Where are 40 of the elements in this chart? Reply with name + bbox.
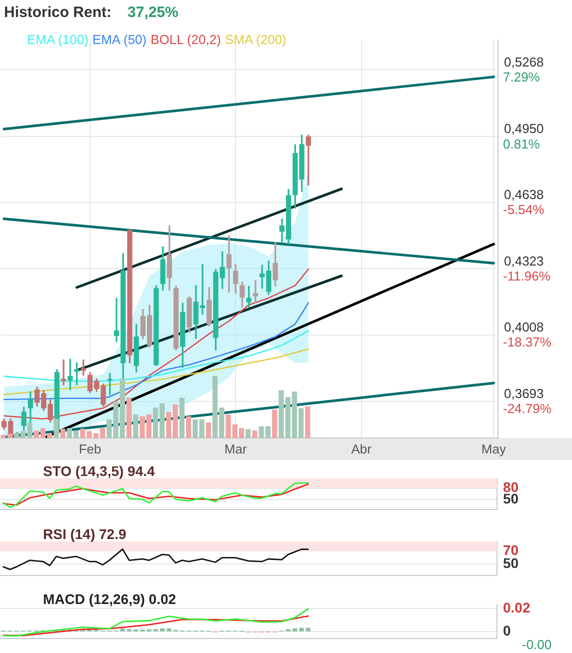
y2-tick-label: -11.96% xyxy=(503,268,551,284)
y-tick-label: 0.02 xyxy=(503,599,530,616)
text: SMA (200) xyxy=(224,32,286,47)
chart-title: Historico Rent: xyxy=(4,4,112,21)
text: EMA (50) xyxy=(92,32,147,47)
chart-subtitle: 37,25% xyxy=(128,4,178,21)
bar xyxy=(179,398,185,438)
y-tick-label: 0,5268 xyxy=(504,54,544,70)
text: BOLL (20,2) xyxy=(150,32,221,47)
y2-tick-label: 0.81% xyxy=(503,136,540,152)
y-tick-label: 0,4008 xyxy=(504,320,544,335)
x-tick-label: May xyxy=(481,441,506,456)
y-tick-label: 50 xyxy=(503,490,519,507)
bar xyxy=(133,414,138,438)
y-tick-label: 0 xyxy=(503,622,511,638)
y2-tick-label: 7.29% xyxy=(503,69,540,84)
y2-tick-label: -5.54% xyxy=(503,202,545,217)
bar xyxy=(272,409,278,438)
bar xyxy=(54,418,59,438)
bar xyxy=(246,429,251,438)
x-tick-label: Feb xyxy=(78,441,102,456)
bar xyxy=(305,406,310,438)
chart-title: MACD (12,26,9) 0.02 xyxy=(43,591,176,607)
bar xyxy=(206,422,212,438)
text: -0.00 xyxy=(522,637,552,652)
chart-title: RSI (14) 72.9 xyxy=(43,526,126,542)
bar xyxy=(126,398,132,438)
x-tick-label: Mar xyxy=(224,441,248,456)
bar xyxy=(60,428,66,438)
y2-tick-label: -24.79% xyxy=(503,400,552,416)
chart-title: STO (14,3,5) 94.4 xyxy=(43,463,155,479)
y-tick-label: 0,4950 xyxy=(504,121,544,136)
y2-tick-label: -18.37% xyxy=(503,334,552,350)
y-tick-label: 0,4638 xyxy=(504,186,544,202)
x-tick-label: Abr xyxy=(351,441,372,456)
bar xyxy=(186,416,192,438)
bar xyxy=(252,430,258,438)
text: EMA (100) xyxy=(27,32,88,47)
y-tick-label: 0,3693 xyxy=(504,386,544,401)
y-tick-label: 0,4323 xyxy=(504,253,544,268)
